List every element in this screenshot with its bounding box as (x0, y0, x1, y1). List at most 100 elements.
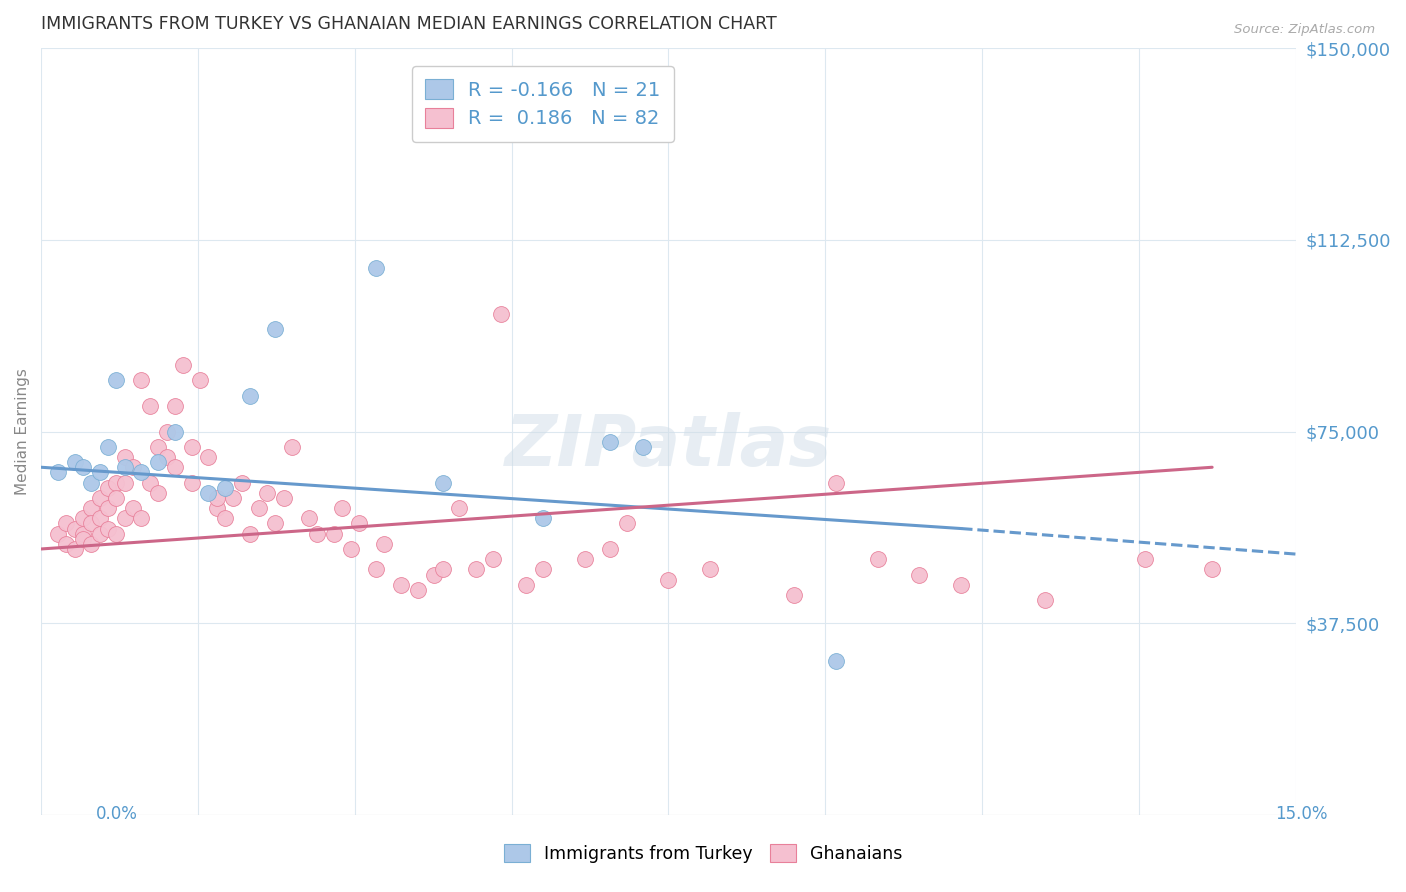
Point (273, 491, 295, 505)
Point (298, 511, 321, 525)
Point (1135, 552, 1157, 566)
Legend: R = -0.166   N = 21, R =  0.186   N = 82: R = -0.166 N = 21, R = 0.186 N = 82 (412, 66, 673, 142)
Point (46, 466, 69, 480)
Point (122, 501, 145, 516)
Point (389, 578, 412, 592)
Point (89, 526, 111, 541)
Text: 0.0%: 0.0% (96, 805, 138, 822)
Text: Source: ZipAtlas.com: Source: ZipAtlas.com (1234, 23, 1375, 37)
Point (148, 455, 170, 469)
Point (97, 522, 120, 536)
Point (155, 425, 177, 439)
Point (465, 562, 488, 576)
Point (114, 511, 136, 525)
Point (599, 434, 621, 449)
Point (114, 450, 136, 464)
Point (89, 491, 111, 505)
Point (699, 562, 721, 576)
Point (281, 440, 304, 454)
Point (172, 358, 194, 372)
Point (105, 526, 128, 541)
Point (148, 440, 170, 454)
Point (1033, 593, 1056, 607)
Point (373, 537, 395, 551)
Text: IMMIGRANTS FROM TURKEY VS GHANAIAN MEDIAN EARNINGS CORRELATION CHART: IMMIGRANTS FROM TURKEY VS GHANAIAN MEDIA… (41, 15, 778, 33)
Point (657, 573, 679, 587)
Point (80, 475, 103, 490)
Text: 15.0%: 15.0% (1275, 805, 1327, 822)
Point (80, 516, 103, 531)
Point (131, 373, 153, 387)
Legend: Immigrants from Turkey, Ghanaians: Immigrants from Turkey, Ghanaians (496, 838, 910, 870)
Point (55, 516, 77, 531)
Point (105, 373, 128, 387)
Point (122, 460, 145, 475)
Point (214, 511, 236, 525)
Point (163, 425, 186, 439)
Point (824, 654, 846, 668)
Point (139, 399, 162, 413)
Point (432, 475, 454, 490)
Point (322, 526, 344, 541)
Point (63, 455, 86, 469)
Point (197, 485, 219, 500)
Point (515, 578, 537, 592)
Point (364, 562, 387, 576)
Point (531, 511, 554, 525)
Y-axis label: Median Earnings: Median Earnings (15, 368, 30, 495)
Point (205, 501, 228, 516)
Point (72, 526, 94, 541)
Point (214, 481, 236, 495)
Point (72, 460, 94, 475)
Point (432, 562, 454, 576)
Point (63, 522, 86, 536)
Point (80, 537, 103, 551)
Point (72, 532, 94, 546)
Point (231, 475, 253, 490)
Point (330, 501, 353, 516)
Point (824, 475, 846, 490)
Point (531, 562, 554, 576)
Point (574, 552, 596, 566)
Point (247, 501, 270, 516)
Point (89, 466, 111, 480)
Point (114, 460, 136, 475)
Point (481, 552, 503, 566)
Point (866, 552, 889, 566)
Point (131, 466, 153, 480)
Point (264, 322, 287, 336)
Point (908, 567, 931, 582)
Point (783, 588, 806, 602)
Point (222, 491, 245, 505)
Point (97, 481, 120, 495)
Point (205, 491, 228, 505)
Point (633, 440, 655, 454)
Point (307, 526, 329, 541)
Point (239, 526, 262, 541)
Point (55, 537, 77, 551)
Point (339, 541, 361, 556)
Point (599, 541, 621, 556)
Point (256, 485, 278, 500)
Point (197, 450, 219, 464)
Point (347, 516, 370, 531)
Point (180, 440, 202, 454)
Point (105, 491, 128, 505)
Point (950, 578, 973, 592)
Point (72, 511, 94, 525)
Point (489, 307, 512, 321)
Point (139, 475, 162, 490)
Point (616, 516, 638, 531)
Point (449, 501, 471, 516)
Point (155, 450, 177, 464)
Point (97, 440, 120, 454)
Point (114, 475, 136, 490)
Point (180, 475, 202, 490)
Point (131, 511, 153, 525)
Point (46, 526, 69, 541)
Point (163, 399, 186, 413)
Point (63, 541, 86, 556)
Text: ZIPatlas: ZIPatlas (505, 412, 832, 482)
Point (364, 261, 387, 276)
Point (264, 516, 287, 531)
